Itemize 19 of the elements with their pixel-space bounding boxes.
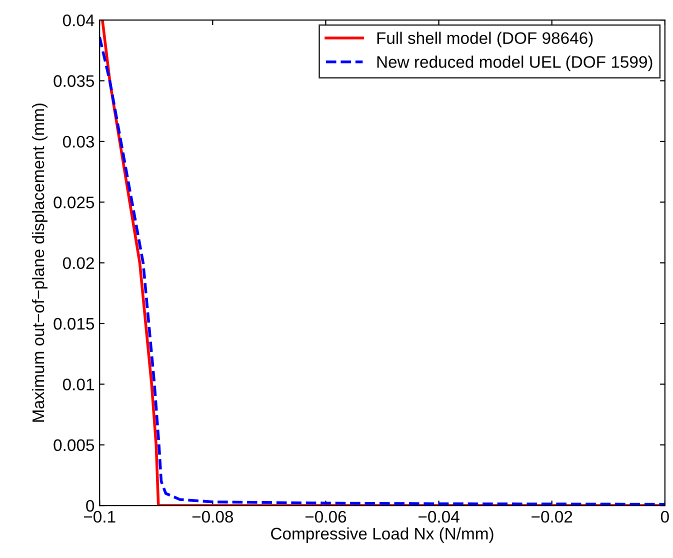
y-tick-label: 0.01	[62, 378, 94, 390]
y-tick-label: 0.03	[62, 136, 94, 148]
y-tick-label: 0.015	[54, 318, 94, 330]
x-tick-label: −0.04	[418, 510, 460, 523]
y-tick-label: 0.02	[62, 257, 94, 270]
y-tick-label: 0.04	[62, 14, 94, 26]
y-tick-label: 0.005	[54, 439, 94, 452]
x-tick-label: −0.06	[305, 510, 346, 523]
x-axis-title: Compressive Load Nx (N/mm)	[271, 527, 494, 543]
legend-label: New reduced model UEL (DOF 1599)	[377, 56, 652, 72]
x-tick-label: −0.1	[84, 510, 116, 523]
x-tick-label: −0.02	[532, 510, 572, 523]
x-tick-label: −0.08	[192, 510, 234, 523]
y-tick-label: 0.025	[54, 196, 94, 208]
y-tick-label: 0	[86, 500, 94, 512]
y-axis-title: Maximum out−of−plane displacement (mm)	[32, 104, 48, 422]
x-tick-label: 0	[660, 510, 669, 523]
legend-label: Full shell model (DOF 98646)	[377, 32, 593, 48]
y-tick-label: 0.035	[54, 75, 94, 87]
